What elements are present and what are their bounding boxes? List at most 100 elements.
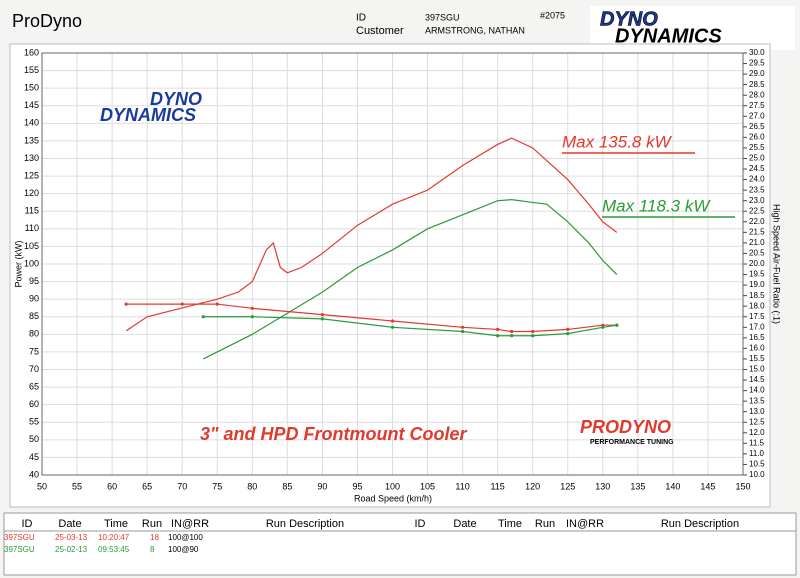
table-cell: 18: [150, 533, 159, 542]
y2-tick-label: 24.5: [749, 164, 765, 173]
afr-point: [461, 325, 465, 329]
y2-tick-label: 13.5: [749, 396, 765, 405]
y2-tick-label: 17.5: [749, 312, 765, 321]
y2-tick-label: 20.5: [749, 249, 765, 258]
y2-tick-label: 29.0: [749, 69, 765, 78]
afr-point: [510, 334, 514, 338]
series-line: [125, 137, 618, 332]
y2-tick-label: 21.0: [749, 238, 765, 247]
y2-tick-label: 28.5: [749, 80, 765, 89]
table-header: ID: [415, 518, 426, 530]
y2-tick-label: 10.0: [749, 470, 765, 479]
table-cell: 8: [150, 545, 155, 554]
afr-point: [566, 327, 570, 332]
y2-tick-label: 23.5: [749, 185, 765, 194]
y-tick-label: 110: [25, 223, 39, 233]
afr-point: [615, 323, 619, 327]
x-tick-label: 100: [385, 481, 400, 491]
afr-point: [320, 317, 324, 321]
afr-point: [461, 329, 465, 334]
y-tick-label: 70: [29, 364, 39, 374]
table-cell: 100@90: [168, 545, 199, 554]
series-line: [202, 199, 618, 360]
y2-tick-label: 25.0: [749, 154, 765, 163]
y-tick-label: 160: [24, 47, 39, 57]
y2-tick-label: 19.5: [749, 270, 765, 279]
chart-logo2-sub: PERFORMANCE TUNING: [590, 439, 674, 446]
table-header: Time: [498, 518, 522, 530]
y-tick-label: 60: [29, 399, 39, 409]
y2-tick-label: 26.0: [749, 133, 765, 142]
afr-point: [201, 315, 205, 319]
id-label: ID: [356, 13, 366, 24]
x-tick-label: 50: [37, 481, 47, 491]
y2-tick-label: 16.5: [749, 333, 765, 342]
id-value: 397SGU: [425, 12, 460, 22]
x-tick-label: 140: [665, 481, 680, 491]
x-tick-label: 60: [107, 481, 117, 491]
x-axis-label: Road Speed (km/h): [354, 493, 432, 503]
customer-label: Customer: [356, 25, 404, 37]
logo-bottom: DYNAMICS: [615, 25, 722, 47]
y2-tick-label: 28.0: [749, 90, 765, 99]
y-tick-label: 90: [29, 294, 39, 304]
table-header: Run Description: [266, 518, 344, 530]
y-tick-label: 125: [24, 170, 39, 180]
y-tick-label: 55: [29, 417, 39, 427]
y-tick-label: 155: [24, 65, 39, 75]
x-tick-label: 85: [282, 481, 292, 491]
y-tick-label: 105: [24, 241, 39, 251]
y2-tick-label: 14.0: [749, 386, 765, 395]
x-tick-label: 55: [72, 481, 82, 491]
y-tick-label: 150: [24, 83, 39, 93]
run-table: [3, 512, 797, 576]
table-header: Time: [104, 518, 128, 530]
x-tick-label: 65: [142, 481, 152, 491]
y2-tick-label: 14.5: [749, 375, 765, 384]
x-tick-label: 130: [595, 481, 610, 491]
y-tick-label: 65: [29, 381, 39, 391]
table-cell: 397SGU: [4, 545, 35, 554]
y2-tick-label: 18.0: [749, 301, 765, 310]
afr-point: [531, 329, 535, 334]
afr-point: [124, 302, 128, 306]
y2-tick-label: 11.5: [749, 438, 765, 447]
y2-tick-label: 30.0: [749, 48, 765, 57]
y2-axis-label: High Speed Air-Fuel Ratio (:1): [772, 204, 782, 324]
afr-point: [566, 332, 570, 336]
y2-tick-label: 12.5: [749, 417, 765, 426]
x-tick-label: 115: [490, 481, 504, 491]
app-title: ProDyno: [12, 11, 82, 31]
afr-point: [390, 325, 395, 329]
table-cell: 10:20:47: [98, 533, 130, 542]
x-tick-label: 70: [177, 481, 187, 491]
logo-box: [590, 6, 795, 50]
plot-panel: [9, 43, 771, 508]
x-tick-label: 120: [525, 481, 540, 491]
x-tick-label: 135: [630, 481, 645, 491]
afr-point: [250, 306, 254, 310]
y2-tick-label: 19.0: [749, 280, 765, 289]
y2-tick-label: 15.5: [749, 354, 765, 363]
y-tick-label: 135: [24, 135, 39, 145]
x-tick-label: 125: [560, 481, 575, 491]
table-cell: 25-03-13: [55, 533, 88, 542]
x-tick-label: 90: [317, 481, 327, 491]
y-axis-label: Power (kW): [13, 240, 23, 287]
table-cell: 397SGU: [4, 533, 35, 542]
table-header: Date: [58, 518, 81, 530]
x-tick-label: 80: [247, 481, 257, 491]
plot: 50 55 60 65 70 75 80 85 90 95 100 105 110 115 120 125 13…: [24, 47, 765, 491]
afr-point: [510, 329, 514, 334]
table-header: IN@RR: [171, 518, 209, 530]
y2-tick-label: 18.5: [749, 291, 765, 300]
x-tick-label: 110: [455, 481, 469, 491]
y-tick-label: 80: [29, 329, 39, 339]
plot-frame: [41, 52, 744, 476]
y2-tick-label: 10.5: [749, 460, 765, 469]
y-tick-label: 40: [29, 469, 39, 479]
afr-point: [180, 302, 184, 306]
y2-tick-label: 11.0: [749, 449, 765, 458]
y2-tick-label: 26.5: [749, 122, 765, 131]
afr-point: [601, 325, 605, 329]
